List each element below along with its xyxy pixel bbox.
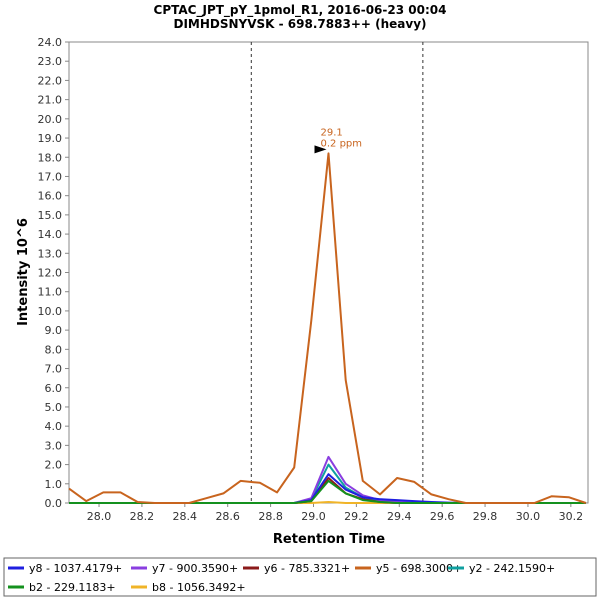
chart-subtitle: DIMHDSNYVSK - 698.7883++ (heavy): [174, 17, 427, 31]
peak-ppm-label: 0.2 ppm: [321, 138, 363, 149]
y-tick-label: 10.0: [38, 305, 63, 318]
y-tick-label: 8.0: [45, 343, 63, 356]
chart-title: CPTAC_JPT_pY_1pmol_R1, 2016-06-23 00:04: [154, 3, 447, 18]
y-tick-label: 9.0: [45, 324, 63, 337]
y-tick-label: 19.0: [38, 132, 63, 145]
legend-label: y8 - 1037.4179+: [29, 562, 122, 575]
legend-item: y6 - 785.3321+: [243, 562, 350, 575]
y-axis-label: Intensity 10^6: [16, 218, 31, 326]
legend-item: y5 - 698.3000+: [355, 562, 462, 575]
x-tick-label: 29.8: [473, 510, 498, 523]
y-tick-label: 23.0: [38, 55, 63, 68]
y-tick-label: 13.0: [38, 247, 63, 260]
x-tick-label: 29.0: [301, 510, 326, 523]
y-tick-label: 1.0: [45, 478, 63, 491]
y-tick-label: 24.0: [38, 36, 63, 49]
x-tick-label: 29.2: [344, 510, 369, 523]
y-tick-label: 21.0: [38, 94, 63, 107]
y-tick-label: 22.0: [38, 74, 63, 87]
y-tick-label: 17.0: [38, 170, 63, 183]
legend-label: y6 - 785.3321+: [264, 562, 350, 575]
plot-area: [68, 41, 589, 504]
peak-rt-label: 29.1: [321, 127, 343, 138]
y-tick-label: 12.0: [38, 267, 63, 280]
x-tick-label: 28.0: [87, 510, 112, 523]
legend-item: b2 - 229.1183+: [8, 581, 116, 594]
y-tick-label: 7.0: [45, 363, 63, 376]
y-tick-label: 4.0: [45, 420, 63, 433]
legend-label: y2 - 242.1590+: [469, 562, 555, 575]
y-tick-label: 0.0: [45, 497, 63, 510]
y-tick-label: 5.0: [45, 401, 63, 414]
legend-item: y7 - 900.3590+: [131, 562, 238, 575]
x-tick-label: 29.4: [387, 510, 412, 523]
y-tick-label: 14.0: [38, 228, 63, 241]
x-tick-label: 28.4: [173, 510, 198, 523]
legend-label: b8 - 1056.3492+: [152, 581, 246, 594]
legend-label: b2 - 229.1183+: [29, 581, 116, 594]
y-tick-label: 11.0: [38, 286, 63, 299]
x-axis-label: Retention Time: [273, 532, 385, 547]
legend-box: [3, 557, 597, 597]
y-tick-label: 16.0: [38, 190, 63, 203]
series-line-y5: [68, 152, 587, 504]
x-tick-label: 29.6: [430, 510, 455, 523]
y-tick-label: 6.0: [45, 382, 63, 395]
legend-item: y2 - 242.1590+: [448, 562, 555, 575]
x-tick-label: 28.8: [258, 510, 283, 523]
x-tick-label: 30.2: [559, 510, 584, 523]
y-tick-label: 15.0: [38, 209, 63, 222]
y-tick-label: 18.0: [38, 151, 63, 164]
y-tick-label: 20.0: [38, 113, 63, 126]
y-tick-label: 3.0: [45, 439, 63, 452]
x-tick-label: 28.6: [215, 510, 240, 523]
y-tick-label: 2.0: [45, 459, 63, 472]
x-tick-label: 28.2: [130, 510, 155, 523]
legend: y8 - 1037.4179+ y7 - 900.3590+ y6 - 785.33…: [3, 557, 597, 597]
x-tick-label: 30.0: [516, 510, 541, 523]
legend-label: y5 - 698.3000+: [376, 562, 462, 575]
legend-item: b8 - 1056.3492+: [131, 581, 246, 594]
legend-item: y8 - 1037.4179+: [8, 562, 122, 575]
peak-marker-icon: [314, 145, 327, 154]
legend-label: y7 - 900.3590+: [152, 562, 238, 575]
